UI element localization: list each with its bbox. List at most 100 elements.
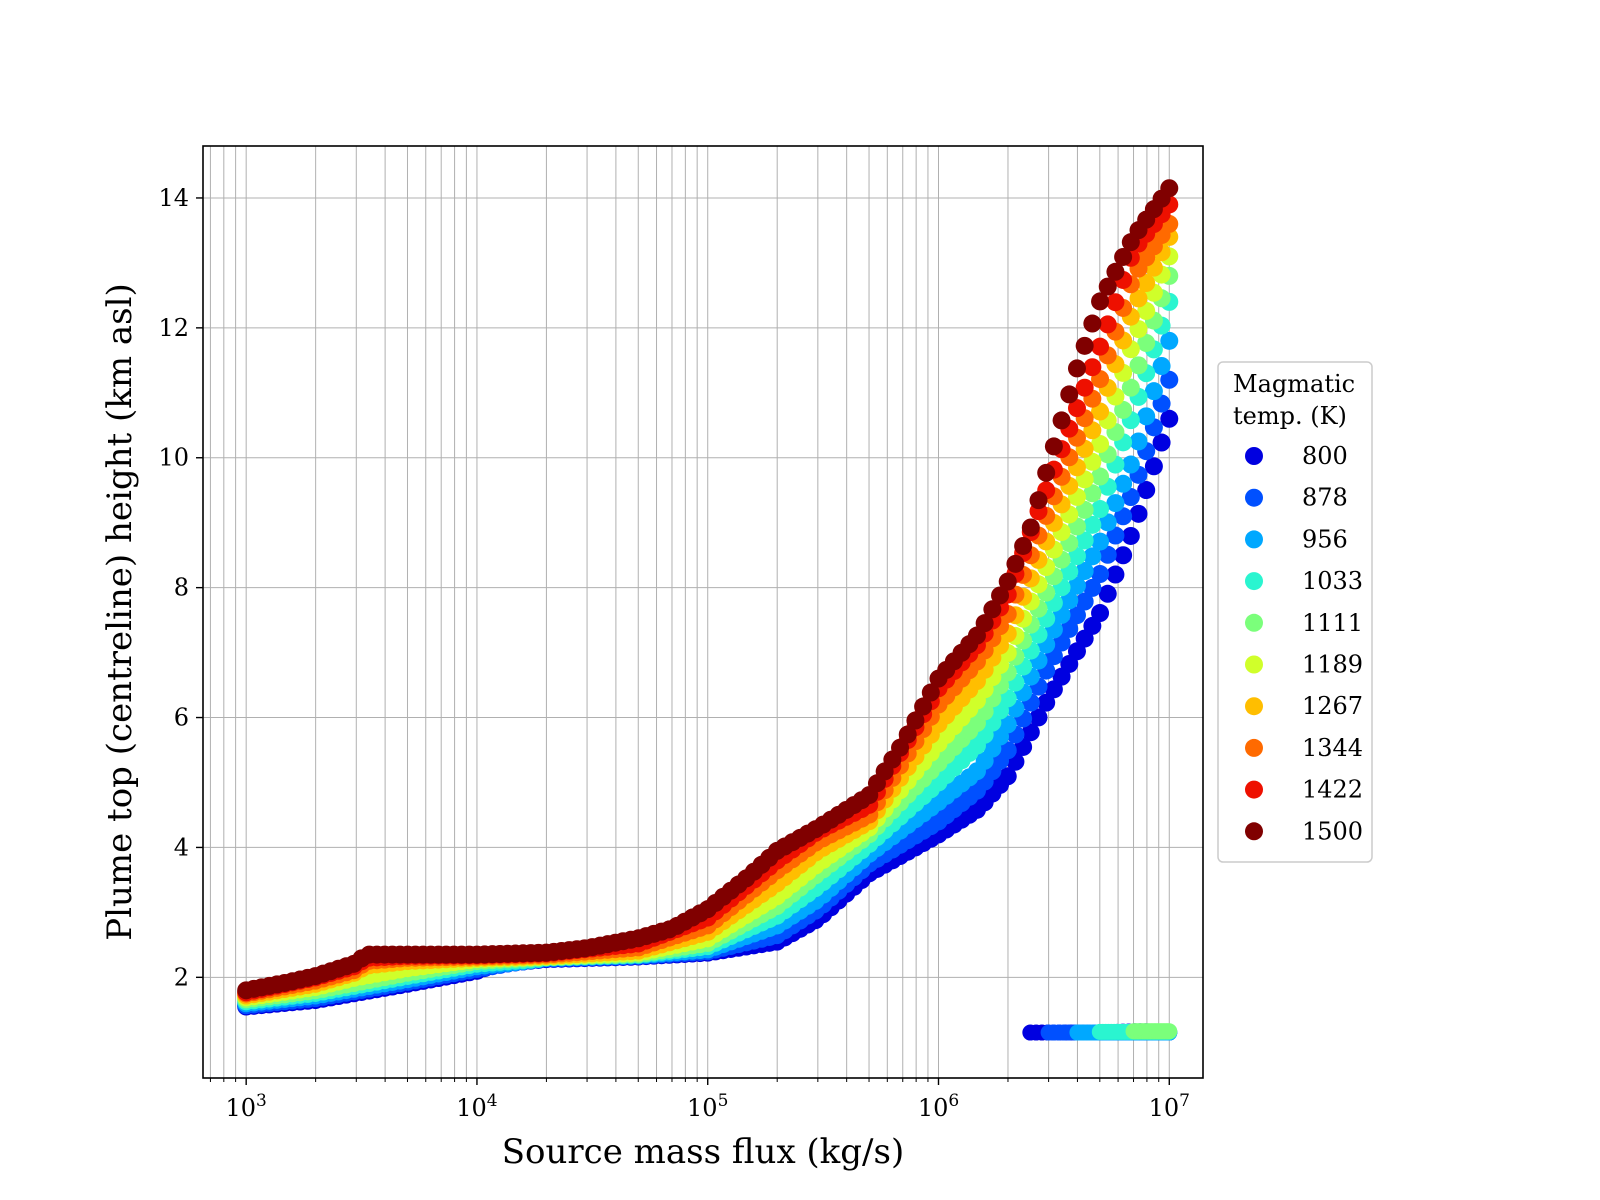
data-point	[1160, 370, 1179, 389]
data-point	[1152, 357, 1171, 376]
legend-label: 878	[1302, 484, 1348, 512]
data-point	[1121, 455, 1140, 474]
data-point	[1083, 314, 1102, 333]
legend-item-1111: 1111	[1245, 609, 1363, 637]
data-point	[1083, 484, 1102, 503]
data-point	[1091, 604, 1110, 623]
data-point	[1144, 457, 1163, 476]
data-point	[1121, 488, 1140, 507]
x-tick-exponent: 5	[718, 1091, 729, 1111]
legend-marker	[1245, 780, 1263, 799]
y-tick-label: 4	[174, 833, 189, 861]
plot-frame	[202, 145, 1204, 1079]
data-point	[1114, 507, 1133, 526]
data-point	[1006, 554, 1025, 573]
y-tick-label: 14	[158, 184, 189, 212]
legend-marker	[1245, 697, 1263, 716]
x-tick-base: 10	[456, 1094, 487, 1122]
data-point	[1060, 591, 1079, 610]
y-tick-label: 12	[158, 314, 189, 342]
legend-marker	[1245, 655, 1263, 674]
data-point	[1060, 619, 1079, 638]
data-point	[891, 738, 910, 757]
data-point	[1029, 491, 1048, 510]
legend-item-878: 878	[1245, 484, 1348, 512]
y-tick-label: 2	[174, 963, 189, 991]
data-point	[998, 572, 1017, 591]
data-point	[1075, 378, 1094, 397]
data-point	[1098, 315, 1117, 334]
data-point	[1044, 437, 1063, 456]
y-tick-label: 6	[174, 704, 189, 732]
y-axis: 2 4 6 8 10 12 14	[158, 184, 203, 991]
legend-box	[1217, 361, 1373, 863]
data-point	[1144, 382, 1163, 401]
legend-item-1500: 1500	[1245, 817, 1363, 845]
data-point	[1114, 400, 1133, 419]
data-point	[1075, 336, 1094, 355]
data-point	[1121, 378, 1140, 397]
x-tick-base: 10	[687, 1094, 718, 1122]
x-tick-exponent: 6	[948, 1091, 959, 1111]
legend-marker	[1245, 822, 1263, 841]
data-point	[1037, 463, 1056, 482]
x-tick-base: 10	[918, 1094, 949, 1122]
data-point	[1021, 518, 1040, 537]
data-point	[998, 741, 1017, 760]
legend-item-1422: 1422	[1245, 776, 1363, 804]
data-point	[906, 711, 925, 730]
legend-item-800: 800	[1245, 442, 1348, 470]
legend-marker	[1245, 738, 1263, 757]
data-point	[1129, 289, 1148, 308]
data-point	[1091, 500, 1110, 519]
data-point	[1083, 452, 1102, 471]
legend-marker	[1245, 572, 1263, 591]
legend-label: 800	[1302, 442, 1348, 470]
data-point	[1106, 526, 1125, 545]
data-point	[1083, 515, 1102, 534]
legend-item-1033: 1033	[1245, 567, 1363, 595]
y-axis-title: Plume top (centreline) height (km asl)	[100, 283, 140, 941]
data-point	[1121, 526, 1140, 545]
data-point	[1052, 633, 1071, 652]
legend-items: 800 878 956 1033 1111 1189 1267 1344 1422 1500	[1245, 442, 1363, 845]
data-point	[1067, 606, 1086, 625]
data-point	[1067, 576, 1086, 595]
data-point	[898, 725, 917, 744]
data-point	[1091, 292, 1110, 311]
legend-item-956: 956	[1245, 525, 1348, 553]
data-point	[1129, 356, 1148, 375]
x-tick-base: 10	[1149, 1094, 1180, 1122]
data-point	[1106, 293, 1125, 312]
y-tick-label: 10	[158, 444, 189, 472]
data-point	[975, 614, 994, 633]
data-points	[237, 179, 1179, 1041]
data-point	[1129, 432, 1148, 451]
data-point	[1037, 693, 1056, 712]
data-point	[1137, 333, 1156, 352]
data-point	[1098, 277, 1117, 296]
data-point	[1106, 262, 1125, 281]
data-point	[1160, 409, 1179, 428]
data-point	[1083, 547, 1102, 566]
data-point	[1029, 708, 1048, 727]
data-point	[1106, 565, 1125, 584]
legend-item-1267: 1267	[1245, 692, 1363, 720]
legend-marker	[1245, 530, 1263, 549]
data-point	[1091, 532, 1110, 551]
data-point	[1137, 407, 1156, 426]
data-point	[921, 683, 940, 702]
x-tick-label: 103	[225, 1091, 266, 1122]
x-axis: 103 104 105 106 107	[209, 1078, 1190, 1122]
data-point	[1075, 562, 1094, 581]
data-point	[1067, 399, 1086, 418]
data-point	[1083, 578, 1102, 597]
data-point	[1161, 1023, 1178, 1040]
data-point	[983, 600, 1002, 619]
data-point	[1152, 433, 1171, 452]
legend: Magmatic temp. (K) 800 878 956 1033 1111 1189…	[1217, 361, 1373, 863]
data-point	[1137, 481, 1156, 500]
legend-label: 1500	[1302, 817, 1363, 845]
data-point	[991, 586, 1010, 605]
